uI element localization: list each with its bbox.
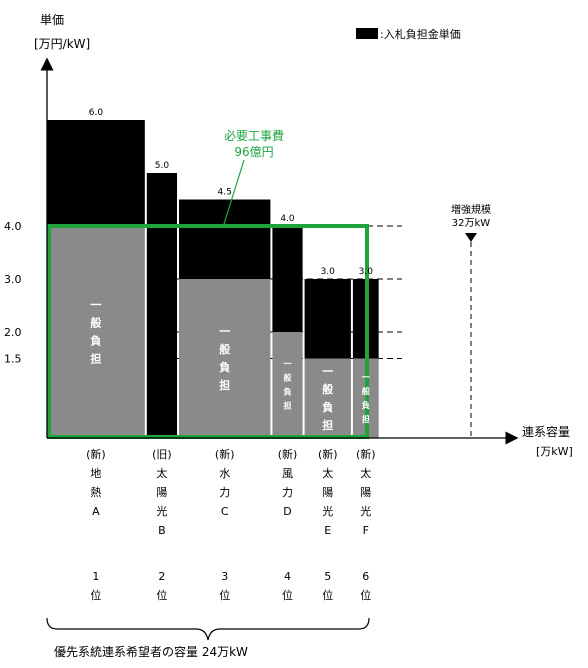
general-burden-label: 般 [219,342,230,356]
y-tick-label: 4.0 [4,220,22,233]
category-label: F [363,524,369,537]
rank-label: 位 [219,588,230,602]
general-burden-label: 担 [322,418,333,432]
category-label: (旧) [152,448,172,461]
bar-bid-5 [304,279,351,359]
y-tick-label: 2.0 [4,326,22,339]
category-label: E [324,524,331,537]
general-burden-label: 負 [284,387,292,397]
bar-value-label: 4.5 [218,188,232,198]
bar-value-label: 3.0 [321,267,336,277]
y-tick-label: 1.5 [4,353,22,366]
general-burden-label: 担 [284,401,292,411]
bar-general-3 [179,279,271,438]
general-burden-label: 般 [322,382,333,396]
general-burden-label: 一 [284,360,292,369]
general-burden-label: 負 [322,400,333,414]
bar-general-1 [47,226,145,438]
rank-label: 5 [324,570,331,583]
general-burden-label: 般 [284,373,292,383]
category-label: A [92,505,100,518]
general-burden-label: 一 [322,365,333,378]
y-axis-label: 単価 [40,13,64,27]
bars [47,120,379,438]
bar-general-5 [304,358,351,438]
x-axis-unit: [万kW] [536,445,573,458]
category-label: (新) [278,447,298,461]
expansion-marker [465,233,477,242]
category-label: 太 [322,467,333,480]
y-axis-unit: [万円/kW] [34,37,90,51]
category-label: 力 [282,486,293,499]
category-label: 光 [156,504,167,518]
bar-value-label: 5.0 [155,161,170,171]
legend-label: :入札負担金単価 [380,27,461,41]
category-label: (新) [86,447,106,461]
bar-bid-3 [179,199,271,279]
rank-label: 位 [282,588,293,602]
general-burden-label: 負 [219,360,230,374]
rank-label: 4 [284,570,291,583]
required-cost-frame [47,224,369,439]
category-label: (新) [356,447,376,461]
general-burden-label: 負 [362,400,370,410]
rank-label: 2 [158,570,165,583]
bar-value-label: 3.0 [359,267,374,277]
general-burden-label: 一 [90,299,101,312]
category-label: 光 [360,504,371,518]
bar-bid-2 [146,173,178,438]
rank-label: 位 [156,588,167,602]
required-cost-pointer [223,159,245,225]
general-burden-label: 担 [90,352,101,366]
general-burden-label: 一 [219,325,230,338]
expansion-value: 32万kW [452,218,491,229]
category-label: 水 [219,467,230,480]
general-burden-label: 負 [90,334,101,348]
bar-value-label: 4.0 [280,214,295,224]
general-burden-label: 担 [219,378,230,392]
expansion-label: 増強規模 [451,203,491,216]
bar-general-4 [272,332,303,438]
rank-label: 1 [92,570,99,583]
general-burden-label: 担 [362,414,370,424]
category-label: 熱 [90,486,101,499]
category-label: 陽 [156,486,167,499]
rank-label: 位 [90,588,101,602]
general-burden-label: 般 [90,316,101,330]
y-tick-label: 3.0 [4,273,22,286]
labels: 4.03.02.01.56.0一般負担(新)地熱A1位5.0(旧)太陽光B2位4… [4,108,376,602]
bar-bid-4 [272,226,303,332]
category-label: D [283,505,291,518]
priority-capacity-label: 優先系統連系希望者の容量 24万kW [54,644,248,659]
rank-label: 位 [322,588,333,602]
category-label: 陽 [360,486,371,499]
category-label: 太 [360,467,371,480]
category-label: B [158,524,166,537]
rank-label: 6 [362,570,369,583]
general-burden-label: 一 [362,373,370,382]
legend-swatch [356,28,378,39]
x-axis-label: 連系容量 [522,424,570,439]
category-label: C [221,505,229,518]
category-label: 風 [282,467,293,480]
category-label: 力 [219,486,230,499]
rank-label: 位 [360,588,371,602]
bar-value-label: 6.0 [89,108,104,118]
category-label: 太 [156,467,167,480]
bar-bid-1 [47,120,145,226]
category-label: 地 [90,467,101,480]
general-burden-label: 般 [362,386,370,396]
category-label: 陽 [322,486,333,499]
category-label: (新) [318,447,338,461]
category-label: 光 [322,504,333,518]
rank-label: 3 [221,570,228,583]
category-label: (新) [215,447,235,461]
required-cost-box [47,224,369,439]
priority-brace [46,617,370,641]
required-cost-label: 必要工事費 [224,128,284,143]
required-cost-value: 96億円 [234,145,273,159]
